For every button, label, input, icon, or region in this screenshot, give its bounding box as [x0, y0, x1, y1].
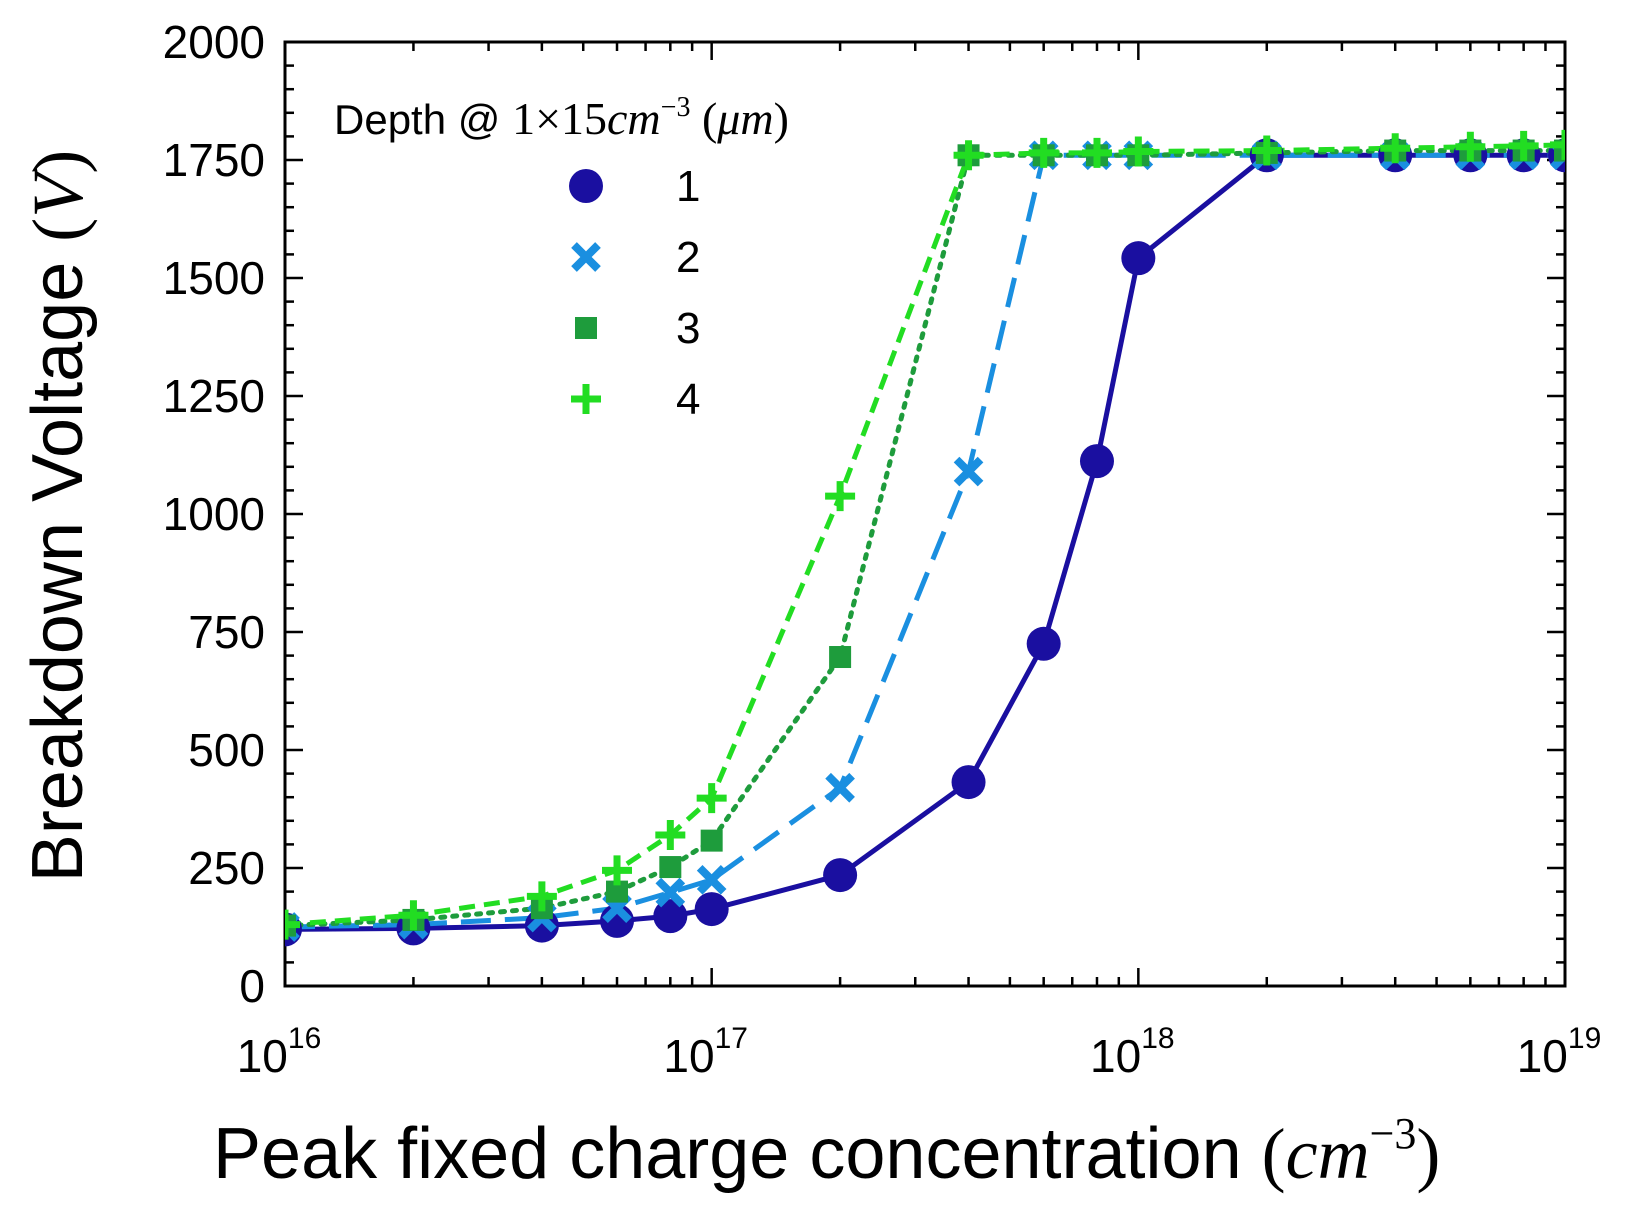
series-1-point — [694, 892, 729, 927]
series-1-point — [1121, 241, 1156, 276]
series-3-point — [659, 856, 682, 879]
legend-marker-3 — [575, 317, 597, 339]
series-4-point — [825, 481, 856, 512]
series-4-point — [602, 855, 633, 886]
series-4-point — [1123, 136, 1154, 167]
series-3-point — [1554, 139, 1565, 162]
series-4-point — [1550, 129, 1565, 160]
series-3-point — [829, 646, 852, 669]
series-3-point — [700, 829, 723, 852]
series-2-point — [655, 877, 686, 908]
legend-label-3: 3 — [676, 304, 700, 353]
series-4-point — [696, 783, 727, 814]
plot-frame — [283, 40, 1567, 988]
legend-label-4: 4 — [676, 375, 700, 424]
y-tick-label: 500 — [188, 724, 265, 776]
y-tick-label: 1750 — [163, 134, 265, 186]
series-4-point — [1081, 137, 1112, 168]
y-tick-labels: 0 250 500 750 1000 1250 1500 1750 2000 — [163, 16, 265, 1012]
legend-marker-1 — [569, 169, 603, 203]
series-2-point — [953, 456, 984, 487]
series-4-point — [1380, 133, 1411, 164]
series-1-point — [1026, 626, 1061, 661]
series-1-point — [951, 765, 986, 800]
series-3-point — [606, 880, 629, 903]
series-4-point — [1028, 137, 1059, 168]
series-1-point — [653, 899, 688, 934]
series-4-point — [526, 881, 557, 912]
series-1-point — [1079, 444, 1114, 479]
series-2-point — [696, 864, 727, 895]
x-tick-label: 1016 — [237, 1022, 322, 1082]
legend-label-2: 2 — [676, 233, 700, 282]
series-4-point — [1251, 135, 1282, 166]
series-4-point — [1455, 131, 1486, 162]
legend-marker-2 — [571, 242, 601, 272]
legend: Depth @ 1×15cm−3 (μm) 1 2 3 4 — [334, 92, 789, 424]
y-tick-label: 1500 — [163, 252, 265, 304]
y-tick-label: 0 — [239, 960, 265, 1012]
series-4-point — [655, 819, 686, 850]
x-tick-label: 1019 — [1517, 1022, 1602, 1082]
legend-title: Depth @ 1×15cm−3 (μm) — [334, 92, 789, 144]
legend-marker-4 — [571, 384, 601, 414]
series-4-point — [285, 909, 300, 940]
series-line-2 — [285, 152, 1565, 930]
y-tick-label: 1000 — [163, 488, 265, 540]
x-tick-label: 1018 — [1090, 1022, 1175, 1082]
series-1-point — [823, 858, 858, 893]
legend-entries: 1 2 3 4 — [569, 162, 700, 424]
x-tick-labels: 1016 1017 1018 1019 — [237, 1022, 1602, 1082]
series-layer — [285, 129, 1565, 947]
y-tick-label: 250 — [188, 842, 265, 894]
series-4-point — [398, 900, 429, 931]
y-tick-label: 750 — [188, 606, 265, 658]
axis-ticks — [283, 40, 1567, 988]
series-4-point — [953, 140, 984, 171]
x-axis-title: Peak fixed charge concentration (cm−3) — [213, 1109, 1440, 1194]
series-2-point — [825, 772, 855, 803]
series-line-4 — [285, 142, 1565, 928]
legend-label-1: 1 — [676, 162, 700, 211]
y-axis-title: Breakdown Voltage (V) — [18, 150, 98, 882]
series-4-point — [1508, 130, 1539, 161]
y-tick-label: 2000 — [163, 16, 265, 68]
x-tick-label: 1017 — [663, 1022, 748, 1082]
y-tick-label: 1250 — [163, 370, 265, 422]
